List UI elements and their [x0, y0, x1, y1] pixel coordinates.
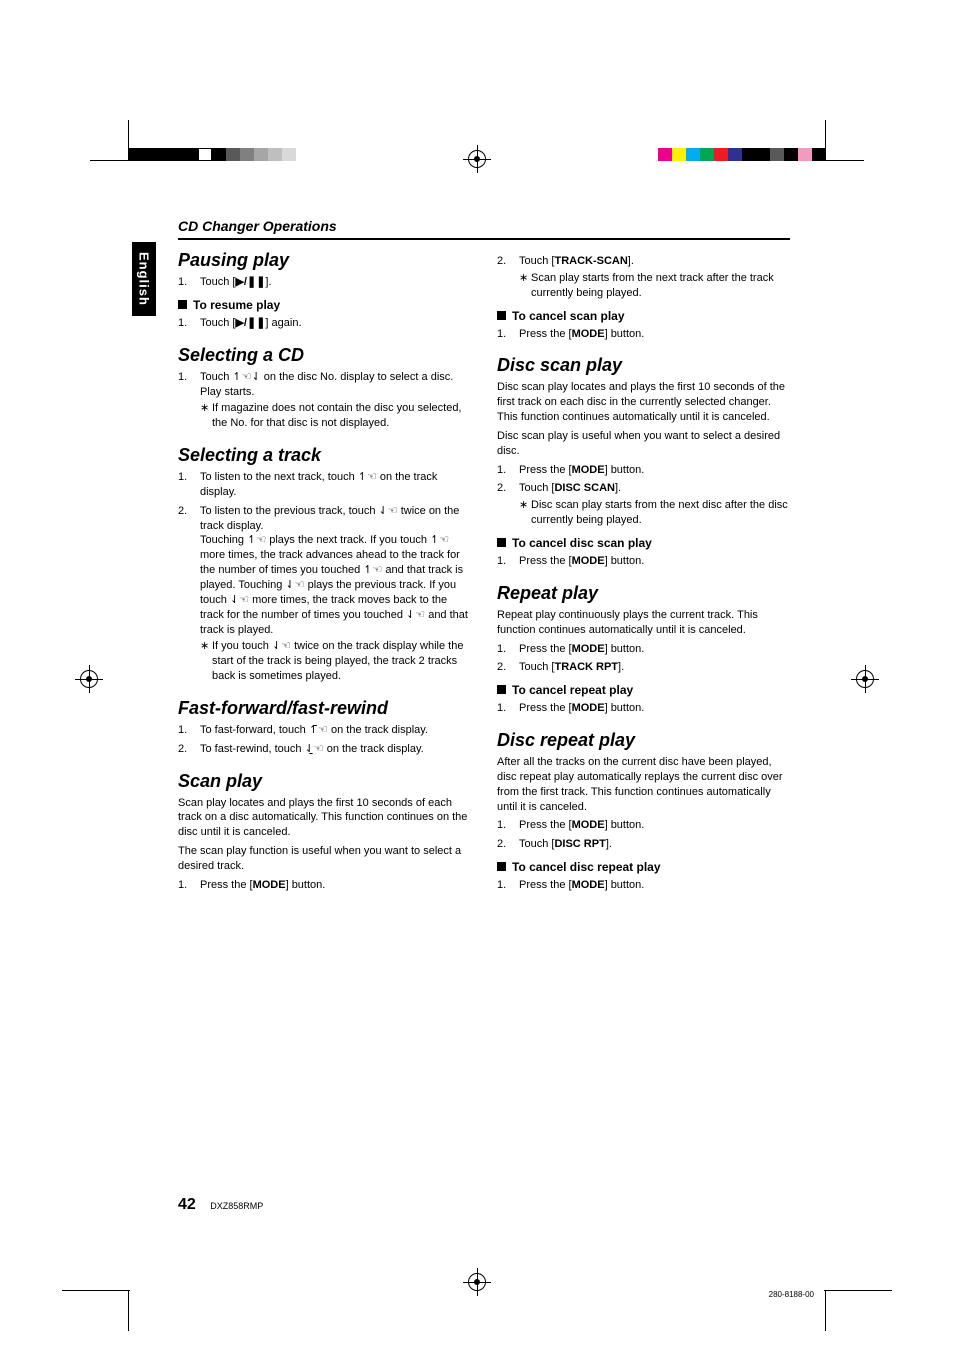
up-bar-arrow-icon: ↿̄ — [309, 724, 318, 736]
finger-icon: ☜ — [318, 724, 328, 736]
body-text: The scan play function is useful when yo… — [178, 844, 471, 874]
crop-rule — [90, 160, 130, 161]
language-tab: English — [132, 242, 156, 316]
section-disc-repeat: Disc repeat play — [497, 730, 790, 751]
bullet-item: If magazine does not contain the disc yo… — [200, 401, 471, 431]
list-item: Touch [▶/❚❚]. — [178, 275, 471, 290]
down-arrow-icon: ⇃ — [379, 505, 388, 517]
play-pause-icon: ▶/❚❚ — [235, 317, 265, 329]
section-disc-scan: Disc scan play — [497, 355, 790, 376]
body-text: After all the tracks on the current disc… — [497, 755, 790, 814]
subheading-cancel-repeat: To cancel repeat play — [497, 683, 790, 697]
subheading-cancel-disc-repeat: To cancel disc repeat play — [497, 860, 790, 874]
body-text: Repeat play continuously plays the curre… — [497, 608, 790, 638]
finger-icon: ☜ — [295, 579, 305, 591]
section-selecting-cd: Selecting a CD — [178, 345, 471, 366]
crop-rule — [825, 1291, 826, 1331]
list-item: Press the [MODE] button. — [497, 463, 790, 478]
down-bar-arrow-icon: ⇃̱ — [305, 743, 314, 755]
finger-icon: ☜ — [314, 743, 324, 755]
list-item: Press the [MODE] button. — [497, 701, 790, 716]
register-target-top — [468, 150, 486, 168]
colorbar-bw — [128, 148, 296, 166]
body-text: Disc scan play locates and plays the fir… — [497, 380, 790, 425]
section-ffw: Fast-forward/fast-rewind — [178, 698, 471, 719]
body-text: Scan play locates and plays the first 10… — [178, 796, 471, 841]
body-text: Disc scan play is useful when you want t… — [497, 429, 790, 459]
list-item: To listen to the previous track, touch ⇃… — [178, 504, 471, 684]
crop-rule — [128, 1291, 129, 1331]
document-number: 280-8188-00 — [769, 1290, 814, 1299]
finger-icon: ☜ — [239, 594, 249, 606]
crop-rule — [62, 1290, 130, 1291]
finger-icon: ☜ — [372, 564, 382, 576]
page-content: CD Changer Operations Pausing play Touch… — [178, 218, 790, 897]
left-column: Pausing play Touch [▶/❚❚]. To resume pla… — [178, 250, 471, 897]
register-bar-color — [658, 148, 826, 166]
up-arrow-icon: ↿ — [430, 534, 439, 546]
list-item: To fast-forward, touch ↿̄☜ on the track … — [178, 723, 471, 738]
colorbar-color — [658, 148, 826, 166]
list-item: To fast-rewind, touch ⇃̱☜ on the track d… — [178, 742, 471, 757]
finger-icon: ☜ — [415, 609, 425, 621]
up-arrow-icon: ↿ — [247, 534, 256, 546]
register-target-bottom — [468, 1273, 486, 1291]
finger-icon: ☜ — [256, 534, 266, 546]
list-item: Press the [MODE] button. — [497, 878, 790, 893]
subheading-resume: To resume play — [178, 298, 471, 312]
list-item: Touch [TRACK-SCAN]. Scan play starts fro… — [497, 254, 790, 301]
down-arrow-icon: ⇃ — [252, 371, 261, 383]
register-bar-bw — [128, 148, 296, 166]
bullet-item: If you touch ⇃☜ twice on the track displ… — [200, 639, 471, 684]
page-number: 42 — [178, 1196, 196, 1213]
crop-rule — [825, 120, 826, 160]
play-pause-icon: ▶/❚❚ — [235, 276, 265, 288]
crop-rule — [824, 160, 864, 161]
page-footer: 42 DXZ858RMP — [178, 1196, 790, 1214]
finger-icon: ☜ — [439, 534, 449, 546]
finger-icon: ☜ — [367, 471, 377, 483]
page-header: CD Changer Operations — [178, 218, 790, 240]
finger-icon: ☜ — [388, 505, 398, 517]
list-item: Press the [MODE] button. — [497, 554, 790, 569]
list-item: To listen to the next track, touch ↿☜ on… — [178, 470, 471, 500]
subheading-cancel-disc-scan: To cancel disc scan play — [497, 536, 790, 550]
model-number: DXZ858RMP — [210, 1201, 263, 1211]
list-item: Press the [MODE] button. — [497, 642, 790, 657]
list-item: Touch [DISC SCAN]. Disc scan play starts… — [497, 481, 790, 528]
crop-rule — [128, 120, 129, 160]
register-target-left — [80, 670, 98, 688]
list-item: Touch [▶/❚❚] again. — [178, 316, 471, 331]
list-item: Touch ↿☜⇃ on the disc No. display to sel… — [178, 370, 471, 431]
bullet-item: Scan play starts from the next track aft… — [519, 271, 790, 301]
crop-rule — [824, 1290, 892, 1291]
register-target-right — [856, 670, 874, 688]
section-repeat: Repeat play — [497, 583, 790, 604]
list-item: Press the [MODE] button. — [178, 878, 471, 893]
down-arrow-icon: ⇃ — [406, 609, 415, 621]
finger-icon: ☜ — [242, 371, 252, 383]
down-arrow-icon: ⇃ — [272, 640, 281, 652]
list-item: Touch [TRACK RPT]. — [497, 660, 790, 675]
right-column: Touch [TRACK-SCAN]. Scan play starts fro… — [497, 250, 790, 897]
subheading-cancel-scan: To cancel scan play — [497, 309, 790, 323]
down-arrow-icon: ⇃ — [230, 594, 239, 606]
list-item: Press the [MODE] button. — [497, 327, 790, 342]
list-item: Touch [DISC RPT]. — [497, 837, 790, 852]
up-arrow-icon: ↿ — [358, 471, 367, 483]
section-pausing: Pausing play — [178, 250, 471, 271]
section-selecting-track: Selecting a track — [178, 445, 471, 466]
down-arrow-icon: ⇃ — [285, 579, 294, 591]
bullet-item: Disc scan play starts from the next disc… — [519, 498, 790, 528]
finger-icon: ☜ — [281, 640, 291, 652]
up-arrow-icon: ↿ — [232, 371, 241, 383]
section-scan: Scan play — [178, 771, 471, 792]
list-item: Press the [MODE] button. — [497, 818, 790, 833]
